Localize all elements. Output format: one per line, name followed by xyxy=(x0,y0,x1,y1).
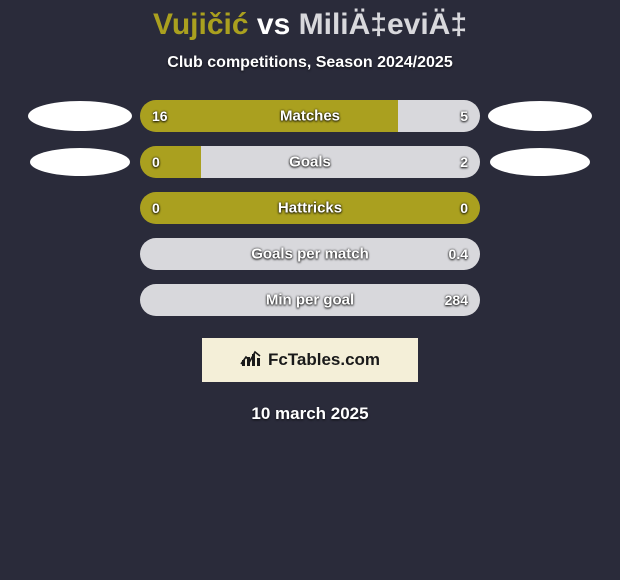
club-logo-left xyxy=(30,148,130,176)
stats-list: Matches 16 5 Goals 0 2 Hattricks 0 0 Goals per ma… xyxy=(0,100,620,316)
left-logo-cell xyxy=(20,148,140,176)
comparison-card: Vujičić vs MiliÄ‡eviÄ‡ Club competitions… xyxy=(0,0,620,424)
vs-label: vs xyxy=(257,8,290,41)
stat-value-right: 5 xyxy=(460,108,468,124)
stat-value-right: 284 xyxy=(445,292,468,308)
page-title: Vujičić vs MiliÄ‡eviÄ‡ xyxy=(0,8,620,42)
right-logo-cell xyxy=(480,101,600,131)
stat-value-right: 0 xyxy=(460,200,468,216)
bar-right-fill xyxy=(201,146,480,178)
club-logo-right xyxy=(488,101,592,131)
stat-label: Goals xyxy=(289,154,331,171)
site-badge: FcTables.com xyxy=(202,338,418,382)
stat-bar: Min per goal 284 xyxy=(140,284,480,316)
stat-label: Goals per match xyxy=(251,246,369,263)
stat-row: Matches 16 5 xyxy=(0,100,620,132)
stat-row: Goals 0 2 xyxy=(0,146,620,178)
player2-name: MiliÄ‡eviÄ‡ xyxy=(299,8,467,41)
stat-value-left: 0 xyxy=(152,200,160,216)
stat-row: Goals per match 0.4 xyxy=(0,238,620,270)
stat-value-left: 16 xyxy=(152,108,168,124)
stat-row: Hattricks 0 0 xyxy=(0,192,620,224)
stat-value-right: 2 xyxy=(460,154,468,170)
stat-label: Hattricks xyxy=(278,200,342,217)
bar-left-fill xyxy=(140,146,201,178)
stat-bar: Matches 16 5 xyxy=(140,100,480,132)
left-logo-cell xyxy=(20,101,140,131)
bar-left-fill xyxy=(140,100,398,132)
date-label: 10 march 2025 xyxy=(0,404,620,424)
stat-bar: Goals 0 2 xyxy=(140,146,480,178)
stat-label: Matches xyxy=(280,108,340,125)
site-name: FcTables.com xyxy=(268,350,380,370)
stat-bar: Hattricks 0 0 xyxy=(140,192,480,224)
stat-value-right: 0.4 xyxy=(449,246,468,262)
chart-icon xyxy=(240,348,262,373)
club-logo-right xyxy=(490,148,590,176)
stat-bar: Goals per match 0.4 xyxy=(140,238,480,270)
stat-row: Min per goal 284 xyxy=(0,284,620,316)
right-logo-cell xyxy=(480,148,600,176)
stat-value-left: 0 xyxy=(152,154,160,170)
club-logo-left xyxy=(28,101,132,131)
subtitle: Club competitions, Season 2024/2025 xyxy=(0,54,620,72)
stat-label: Min per goal xyxy=(266,292,354,309)
player1-name: Vujičić xyxy=(153,8,249,41)
